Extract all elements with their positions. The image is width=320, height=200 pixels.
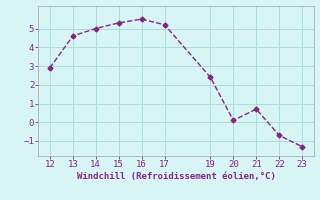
X-axis label: Windchill (Refroidissement éolien,°C): Windchill (Refroidissement éolien,°C): [76, 172, 276, 181]
